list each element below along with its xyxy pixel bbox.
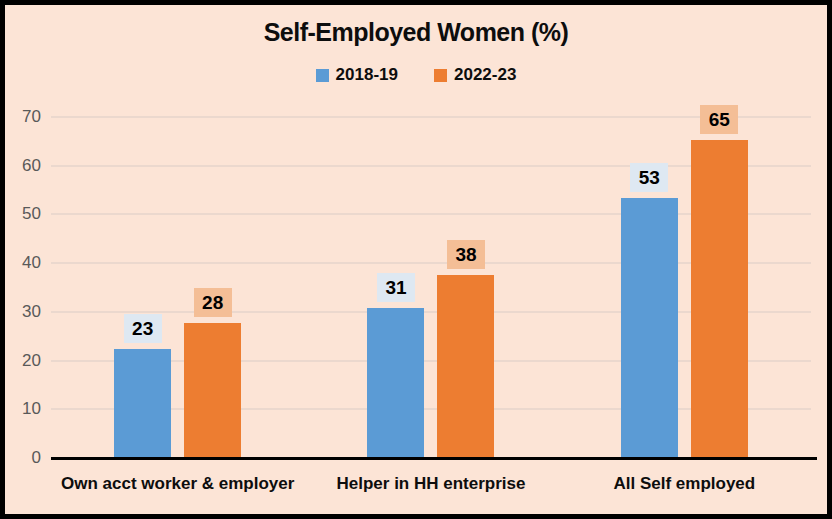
y-tick-label: 20 [5, 351, 41, 371]
bar-2018-19-helper-in-hh-enterprise [367, 308, 424, 458]
y-axis-ticks: 010203040506070 [5, 117, 43, 458]
data-label-2022-23-all-self-employed: 65 [700, 105, 738, 134]
bar-2022-23-helper-in-hh-enterprise [437, 275, 494, 458]
data-label-2022-23-own-acct-worker-employer: 28 [194, 288, 232, 317]
y-tick-label: 60 [5, 156, 41, 176]
legend-swatch-icon [316, 69, 329, 82]
x-axis-line [51, 457, 817, 460]
plot-area: 23 28 31 38 5365 [51, 117, 811, 458]
bar-2018-19-all-self-employed [621, 198, 678, 458]
x-label-all-self-employed: All Self employed [558, 471, 811, 501]
y-tick-label: 30 [5, 302, 41, 322]
legend-swatch-icon [434, 69, 447, 82]
y-tick-label: 0 [5, 448, 41, 468]
legend-item-2018-19: 2018-19 [316, 65, 398, 85]
legend: 2018-19 2022-23 [5, 65, 827, 85]
data-label-2022-23-helper-in-hh-enterprise: 38 [447, 240, 485, 269]
data-label-2018-19-all-self-employed: 53 [630, 163, 668, 192]
chart-frame: Self-Employed Women (%) 2018-19 2022-23 0… [0, 0, 832, 519]
bar-2018-19-own-acct-worker-employer [114, 349, 171, 458]
y-tick-label: 40 [5, 253, 41, 273]
data-label-2018-19-helper-in-hh-enterprise: 31 [377, 273, 415, 302]
category-all-self-employed: 5365 [558, 117, 811, 458]
x-axis-labels: Own acct worker & employerHelper in HH e… [51, 471, 811, 501]
data-label-2018-19-own-acct-worker-employer: 23 [124, 314, 162, 343]
legend-label: 2018-19 [336, 65, 398, 85]
category-own-acct-worker-employer: 23 28 [51, 117, 304, 458]
category-helper-in-hh-enterprise: 31 38 [304, 117, 557, 458]
x-label-own-acct-worker-employer: Own acct worker & employer [51, 471, 304, 501]
legend-item-2022-23: 2022-23 [434, 65, 516, 85]
y-tick-label: 10 [5, 399, 41, 419]
y-tick-label: 70 [5, 107, 41, 127]
bar-2022-23-own-acct-worker-employer [184, 323, 241, 458]
x-label-helper-in-hh-enterprise: Helper in HH enterprise [304, 471, 557, 501]
y-tick-label: 50 [5, 204, 41, 224]
bar-2022-23-all-self-employed [691, 140, 748, 458]
legend-label: 2022-23 [454, 65, 516, 85]
chart-title: Self-Employed Women (%) [5, 18, 827, 47]
